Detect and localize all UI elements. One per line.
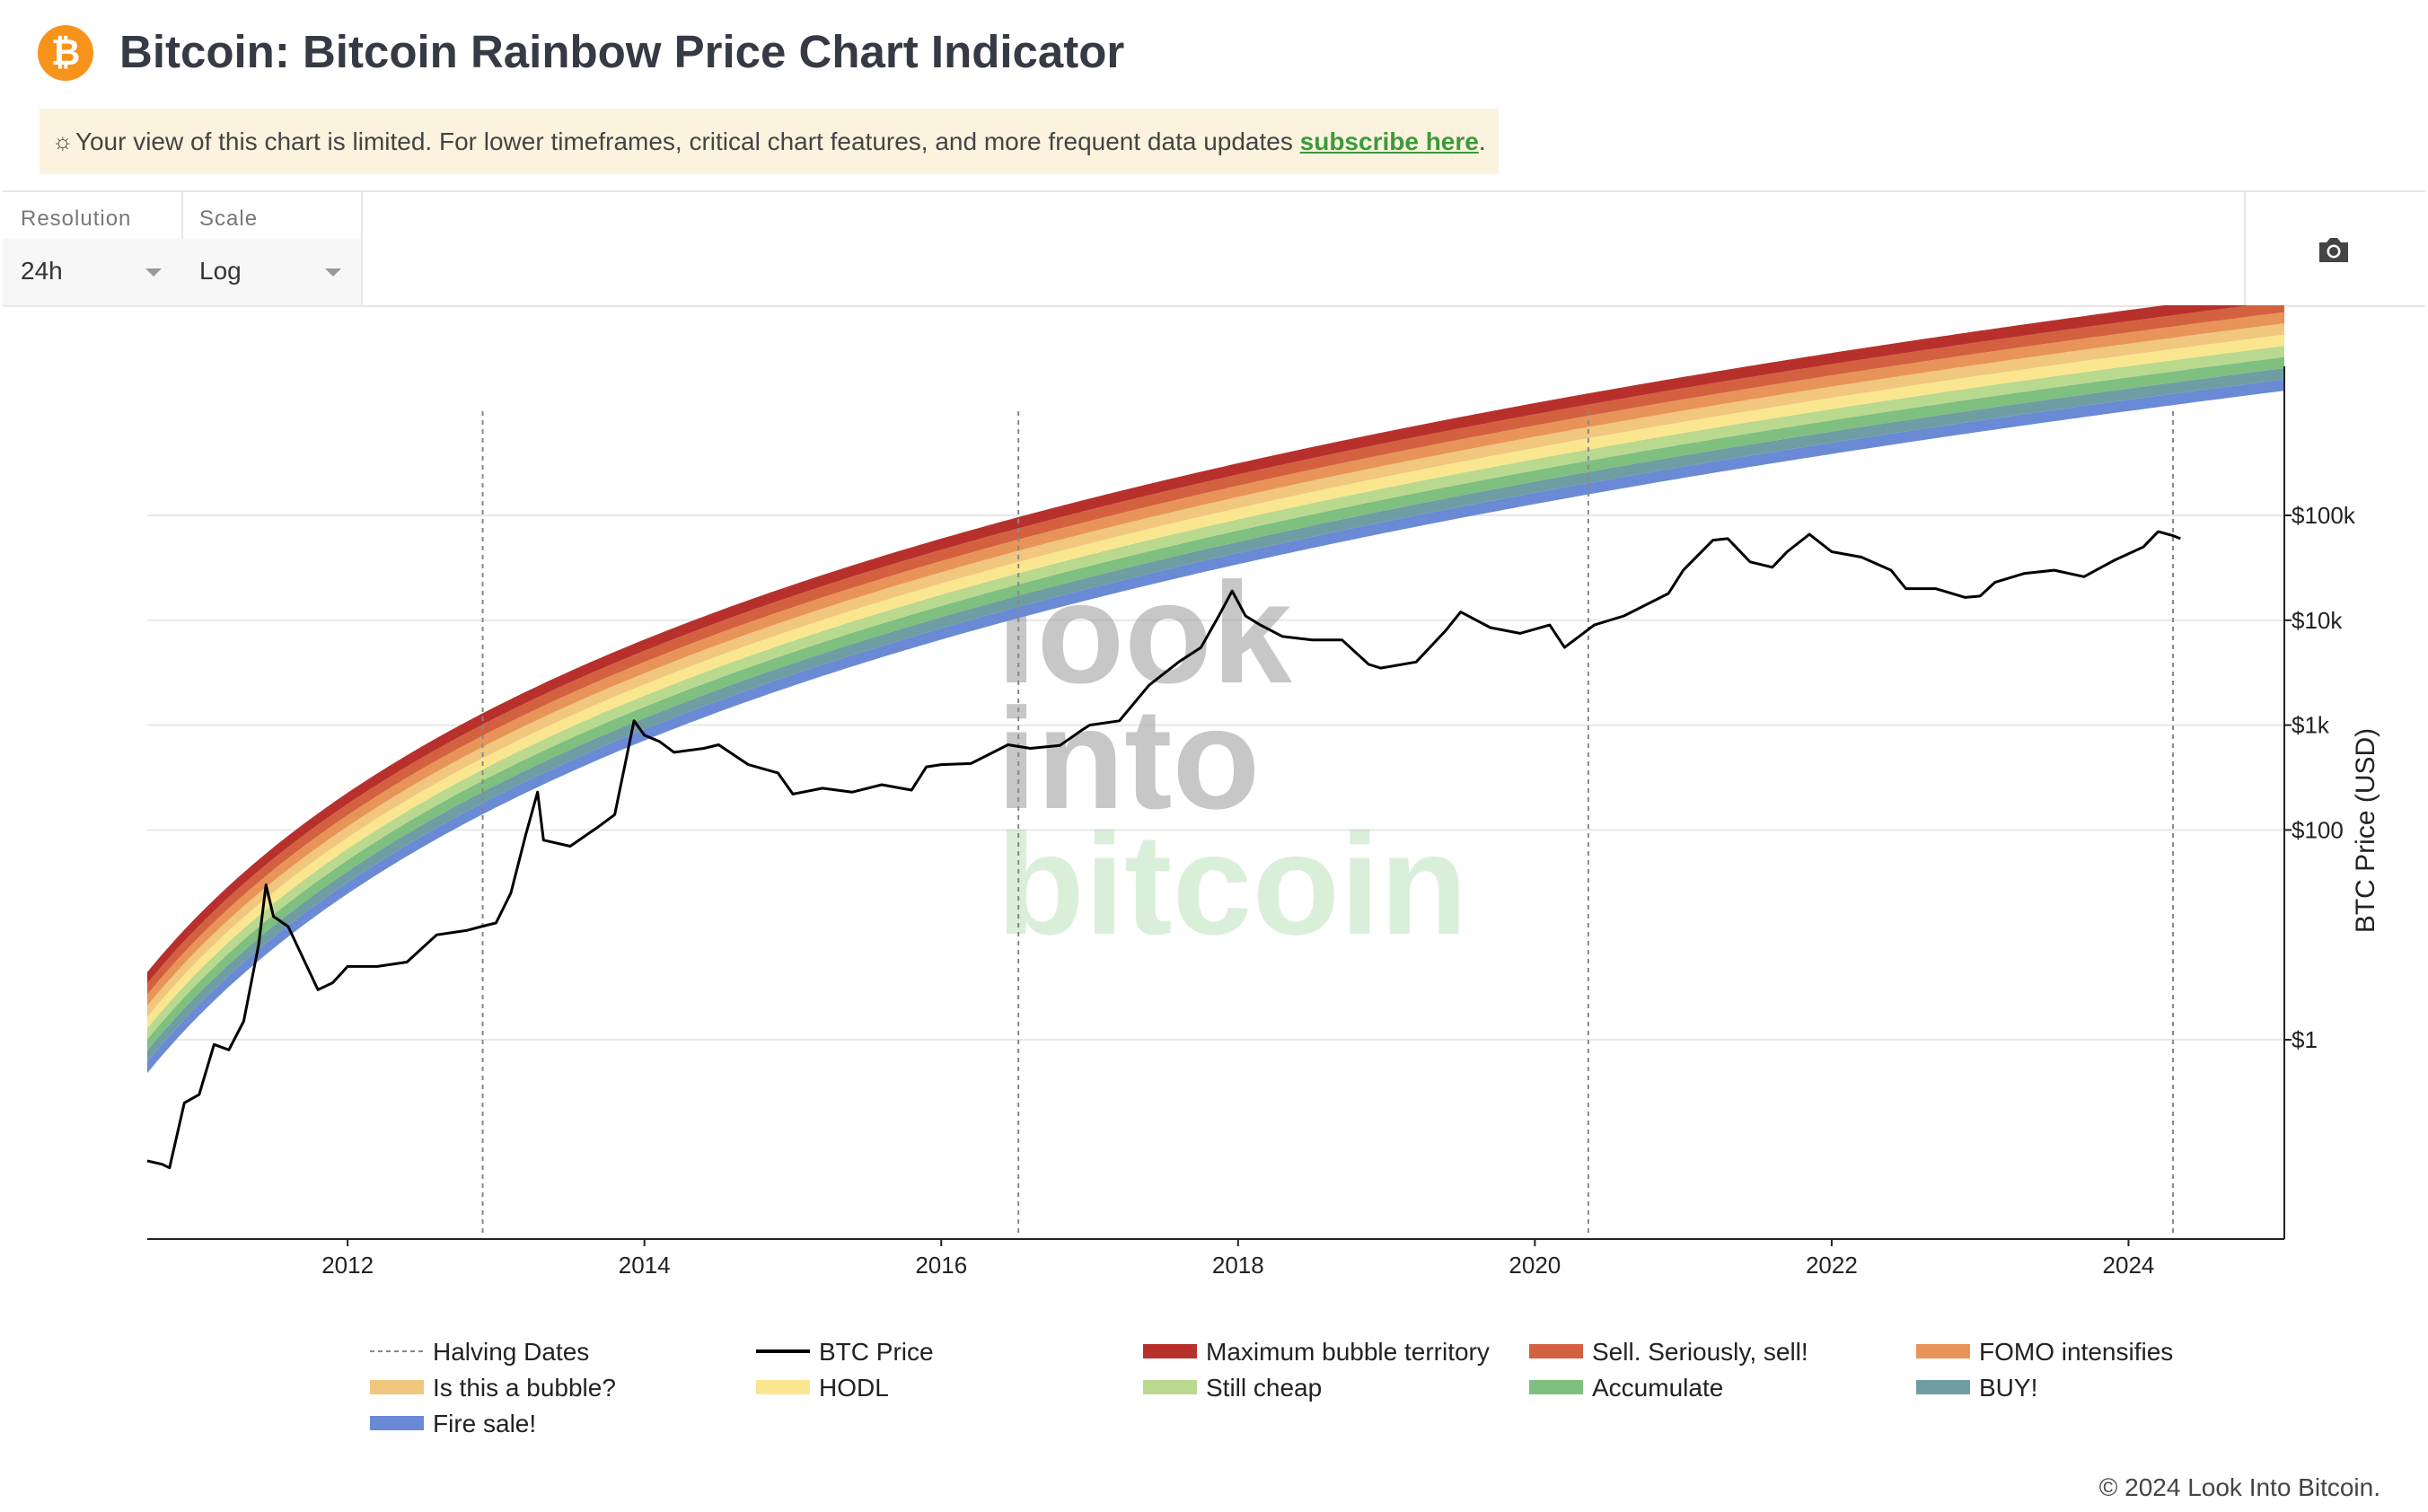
legend-item-is-this-a-bubble[interactable]: Is this a bubble? xyxy=(370,1374,616,1402)
legend-label: Sell. Seriously, sell! xyxy=(1592,1338,1808,1366)
rainbow-chart: look into bitcoin 2012 2014 2016 2018 2020 20… xyxy=(146,305,2380,1437)
subscribe-link[interactable]: subscribe here xyxy=(1299,127,1479,155)
btc-price-line xyxy=(146,530,2181,1170)
camera-button[interactable] xyxy=(2244,192,2425,305)
legend-item-still-cheap[interactable]: Still cheap xyxy=(1143,1374,1322,1402)
legend-label: Maximum bubble territory xyxy=(1206,1338,1490,1366)
page-title: Bitcoin: Bitcoin Rainbow Price Chart Ind… xyxy=(119,26,1125,77)
header: ₿ Bitcoin: Bitcoin Rainbow Price Chart I… xyxy=(0,0,2428,174)
x-tick-label-2014: 2014 xyxy=(619,1252,671,1279)
y-tick-label-2: $1k xyxy=(2292,712,2330,739)
y-tick-label-3: $10k xyxy=(2292,607,2343,634)
x-tick-label-2024: 2024 xyxy=(2103,1252,2155,1279)
scale-label: Scale xyxy=(199,207,259,231)
legend-item-maximum-bubble-territory[interactable]: Maximum bubble territory xyxy=(1143,1338,1490,1366)
camera-icon xyxy=(2319,238,2348,262)
x-tick-label-2016: 2016 xyxy=(915,1252,967,1279)
legend-swatch xyxy=(1143,1380,1197,1394)
legend-item-fire-sale[interactable]: Fire sale! xyxy=(370,1410,536,1437)
legend-label: Is this a bubble? xyxy=(433,1374,616,1402)
sun-icon: ☼ xyxy=(52,127,74,154)
x-tick-label-2012: 2012 xyxy=(321,1252,374,1279)
legend-label: BUY! xyxy=(1979,1374,2037,1402)
legend-swatch xyxy=(1529,1380,1583,1394)
y-tick-label-1: $100 xyxy=(2292,816,2344,843)
chart-legend: Halving Dates BTC Price Maximum bubble ter… xyxy=(370,1338,2173,1437)
halving-lines xyxy=(481,411,2175,1237)
y-tick-label-0: $1 xyxy=(2292,1026,2318,1053)
legend-swatch xyxy=(370,1380,424,1394)
legend-swatch xyxy=(1916,1344,1970,1358)
resolution-control: Resolution 24h xyxy=(3,192,183,305)
resolution-value: 24h xyxy=(21,257,63,285)
x-tick-label-2022: 2022 xyxy=(1806,1252,1858,1279)
legend-label: HODL xyxy=(819,1374,889,1402)
legend-label: Fire sale! xyxy=(433,1410,536,1437)
chevron-down-icon xyxy=(145,268,162,277)
legend-item-halving-dates[interactable]: Halving Dates xyxy=(370,1338,589,1366)
legend-swatch xyxy=(1143,1344,1197,1358)
chart-axes: 2012 2014 2016 2018 2020 2022 2024 $1 $100 $1k $10… xyxy=(147,366,2356,1279)
legend-item-hodl[interactable]: HODL xyxy=(756,1374,889,1402)
bitcoin-logo-icon: ₿ xyxy=(38,25,93,81)
copyright-text: © 2024 Look Into Bitcoin. xyxy=(2098,1473,2380,1501)
y-tick-label-4: $100k xyxy=(2292,502,2356,529)
resolution-label: Resolution xyxy=(21,207,132,231)
x-tick-label-2018: 2018 xyxy=(1212,1252,1264,1279)
chevron-down-icon xyxy=(325,268,341,277)
legend-swatch xyxy=(1529,1344,1583,1358)
legend-item-sell-seriously-sell[interactable]: Sell. Seriously, sell! xyxy=(1529,1338,1808,1366)
legend-item-accumulate[interactable]: Accumulate xyxy=(1529,1374,1723,1402)
legend-item-btc-price[interactable]: BTC Price xyxy=(756,1338,934,1366)
legend-label: Halving Dates xyxy=(433,1338,589,1366)
watermark-into: into xyxy=(997,678,1260,839)
legend-swatch xyxy=(370,1416,424,1430)
resolution-select[interactable]: 24h xyxy=(3,239,181,305)
watermark: look into bitcoin xyxy=(997,552,1467,964)
y-axis-title: BTC Price (USD) xyxy=(2351,728,2380,933)
legend-item-fomo-intensifies[interactable]: FOMO intensifies xyxy=(1916,1338,2173,1366)
legend-label: BTC Price xyxy=(819,1338,934,1366)
price-series xyxy=(146,530,2181,1170)
x-tick-label-2020: 2020 xyxy=(1509,1252,1561,1279)
legend-label: FOMO intensifies xyxy=(1979,1338,2173,1366)
notice-text: Your view of this chart is limited. For … xyxy=(75,127,1293,155)
chart-toolbar: Resolution 24h Scale Log xyxy=(3,190,2425,307)
scale-control: Scale Log xyxy=(181,192,363,305)
scale-value: Log xyxy=(199,257,242,285)
notice-suffix: . xyxy=(1478,127,1486,155)
watermark-bitcoin: bitcoin xyxy=(997,804,1467,964)
scale-select[interactable]: Log xyxy=(181,239,361,305)
legend-label: Still cheap xyxy=(1206,1374,1322,1402)
limited-view-notice: ☼ Your view of this chart is limited. Fo… xyxy=(40,109,1499,174)
legend-swatch xyxy=(756,1380,810,1394)
legend-label: Accumulate xyxy=(1592,1374,1723,1402)
legend-swatch xyxy=(1916,1380,1970,1394)
legend-item-buy[interactable]: BUY! xyxy=(1916,1374,2037,1402)
